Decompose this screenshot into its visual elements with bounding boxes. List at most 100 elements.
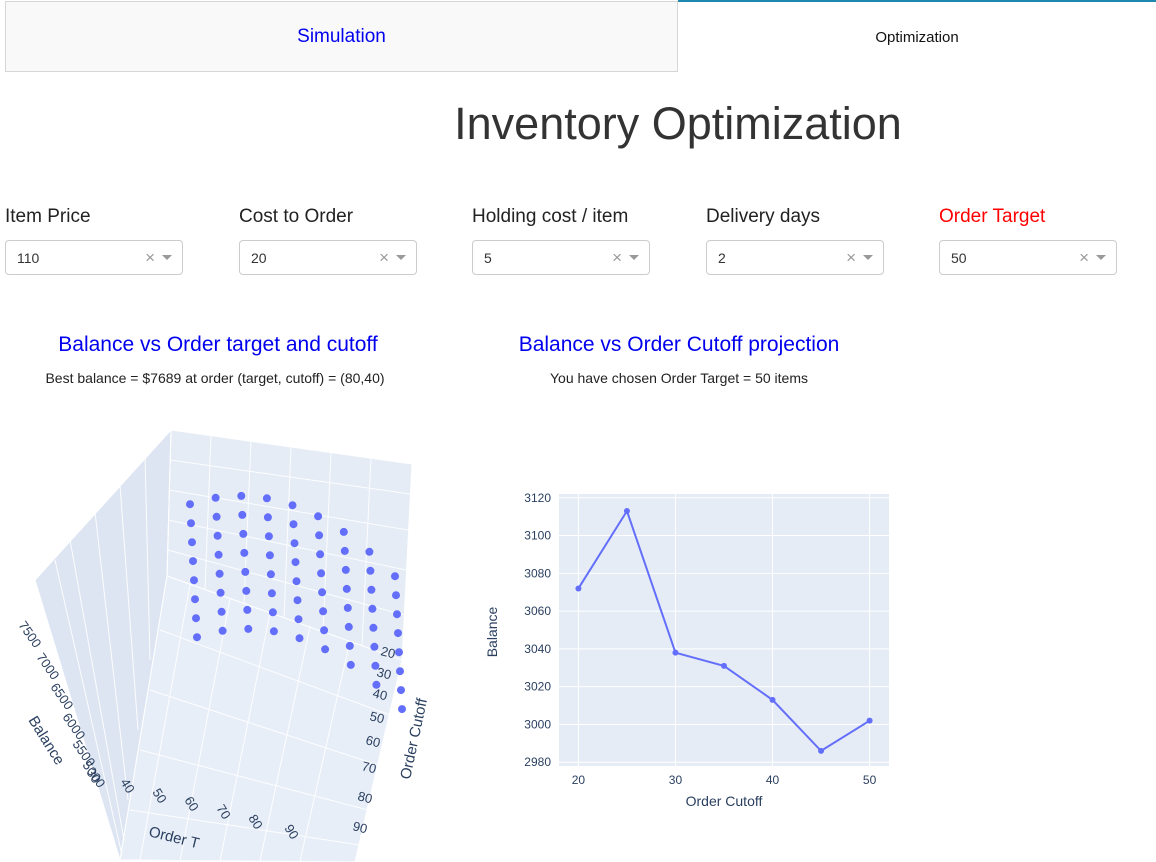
scatter-point[interactable] bbox=[241, 567, 250, 576]
scatter-point[interactable] bbox=[213, 531, 222, 540]
scatter-point[interactable] bbox=[395, 648, 403, 657]
scatter-point[interactable] bbox=[243, 605, 252, 614]
scatter-point[interactable] bbox=[371, 661, 380, 670]
scatter-point[interactable] bbox=[212, 512, 221, 521]
scatter-point[interactable] bbox=[367, 585, 376, 594]
scatter-point[interactable] bbox=[319, 607, 328, 616]
scatter-point[interactable] bbox=[268, 608, 277, 617]
scatter-point[interactable] bbox=[396, 667, 404, 676]
scatter-point[interactable] bbox=[391, 572, 399, 581]
scatter-point[interactable] bbox=[398, 705, 406, 714]
delivery-days-dropdown[interactable]: 2 × bbox=[706, 240, 884, 275]
scatter-point[interactable] bbox=[238, 510, 247, 519]
holding-cost-value: 5 bbox=[484, 250, 492, 266]
scatter-point[interactable] bbox=[239, 529, 248, 538]
scatter-point[interactable] bbox=[262, 494, 271, 503]
order-target-dropdown[interactable]: 50 × bbox=[939, 240, 1117, 275]
scatter-point[interactable] bbox=[266, 570, 275, 579]
scatter-point[interactable] bbox=[189, 557, 197, 566]
scatter-point[interactable] bbox=[318, 588, 327, 597]
scatter-point[interactable] bbox=[344, 622, 353, 631]
scatter-point[interactable] bbox=[217, 607, 226, 616]
scatter-point[interactable] bbox=[316, 550, 325, 559]
scatter-3d-chart[interactable]: 7500 7000 6500 6000 5500 5000 Balance 20… bbox=[0, 400, 450, 862]
chevron-down-icon[interactable] bbox=[396, 255, 406, 260]
series-points bbox=[575, 508, 873, 754]
scatter-point[interactable] bbox=[320, 626, 329, 635]
scatter-point[interactable] bbox=[242, 586, 251, 595]
data-point[interactable] bbox=[672, 649, 679, 656]
scatter-point[interactable] bbox=[263, 513, 272, 522]
chevron-down-icon[interactable] bbox=[162, 255, 172, 260]
data-point[interactable] bbox=[866, 717, 873, 724]
scatter-point[interactable] bbox=[265, 551, 274, 560]
chevron-down-icon[interactable] bbox=[1096, 255, 1106, 260]
scatter-point[interactable] bbox=[269, 627, 278, 636]
tab-simulation[interactable]: Simulation bbox=[5, 1, 678, 72]
clear-icon[interactable]: × bbox=[1079, 248, 1089, 267]
data-point[interactable] bbox=[575, 585, 582, 592]
scatter-point[interactable] bbox=[215, 569, 224, 578]
scatter-point[interactable] bbox=[237, 491, 246, 500]
scatter-point[interactable] bbox=[346, 660, 355, 669]
scatter-point[interactable] bbox=[193, 633, 201, 642]
scatter-point[interactable] bbox=[240, 548, 249, 557]
clear-icon[interactable]: × bbox=[145, 248, 155, 267]
holding-cost-dropdown[interactable]: 5 × bbox=[472, 240, 650, 275]
data-point[interactable] bbox=[623, 508, 630, 514]
tab-optimization[interactable]: Optimization bbox=[678, 0, 1156, 72]
scatter-point[interactable] bbox=[291, 558, 300, 567]
scatter-point[interactable] bbox=[211, 493, 220, 502]
clear-icon[interactable]: × bbox=[379, 248, 389, 267]
scatter-point[interactable] bbox=[292, 577, 301, 586]
scatter-point[interactable] bbox=[366, 566, 375, 575]
clear-icon[interactable]: × bbox=[612, 248, 622, 267]
scatter-point[interactable] bbox=[369, 623, 378, 632]
scatter-point[interactable] bbox=[394, 629, 402, 638]
scatter-point[interactable] bbox=[339, 527, 348, 536]
data-point[interactable] bbox=[818, 747, 825, 754]
scatter-point[interactable] bbox=[397, 686, 405, 695]
scatter-point[interactable] bbox=[370, 642, 379, 651]
scatter-point[interactable] bbox=[317, 569, 326, 578]
scatter-point[interactable] bbox=[186, 500, 194, 509]
scatter-point[interactable] bbox=[190, 576, 198, 585]
scatter-point[interactable] bbox=[191, 595, 199, 604]
scatter-point[interactable] bbox=[343, 603, 352, 612]
scatter-point[interactable] bbox=[218, 626, 227, 635]
scatter-point[interactable] bbox=[342, 584, 351, 593]
scatter-point[interactable] bbox=[393, 610, 401, 619]
clear-icon[interactable]: × bbox=[846, 248, 856, 267]
scatter-point[interactable] bbox=[294, 615, 303, 624]
scatter-point[interactable] bbox=[288, 501, 297, 510]
scatter-point[interactable] bbox=[293, 596, 302, 605]
scatter-point[interactable] bbox=[368, 604, 377, 613]
scatter-point[interactable] bbox=[340, 546, 349, 555]
scatter-point[interactable] bbox=[290, 539, 299, 548]
cost-to-order-dropdown[interactable]: 20 × bbox=[239, 240, 417, 275]
data-point[interactable] bbox=[721, 662, 727, 669]
scatter-point[interactable] bbox=[188, 538, 196, 547]
scatter-point[interactable] bbox=[264, 532, 273, 541]
scatter-point[interactable] bbox=[214, 550, 223, 559]
chevron-down-icon[interactable] bbox=[863, 255, 873, 260]
scatter-point[interactable] bbox=[192, 614, 200, 623]
item-price-dropdown[interactable]: 110 × bbox=[5, 240, 183, 275]
scatter-point[interactable] bbox=[372, 680, 381, 689]
data-point[interactable] bbox=[769, 696, 776, 703]
scatter-point[interactable] bbox=[295, 634, 304, 643]
scatter-point[interactable] bbox=[187, 519, 195, 528]
scatter-point[interactable] bbox=[315, 531, 324, 540]
scatter-point[interactable] bbox=[341, 565, 350, 574]
chevron-down-icon[interactable] bbox=[629, 255, 639, 260]
scatter-point[interactable] bbox=[314, 512, 323, 521]
scatter-point[interactable] bbox=[244, 624, 253, 633]
scatter-point[interactable] bbox=[321, 645, 330, 654]
scatter-point[interactable] bbox=[267, 589, 276, 598]
scatter-point[interactable] bbox=[392, 591, 400, 600]
scatter-point[interactable] bbox=[365, 547, 374, 556]
scatter-point[interactable] bbox=[289, 520, 298, 529]
scatter-point[interactable] bbox=[345, 641, 354, 650]
scatter-point[interactable] bbox=[216, 588, 225, 597]
